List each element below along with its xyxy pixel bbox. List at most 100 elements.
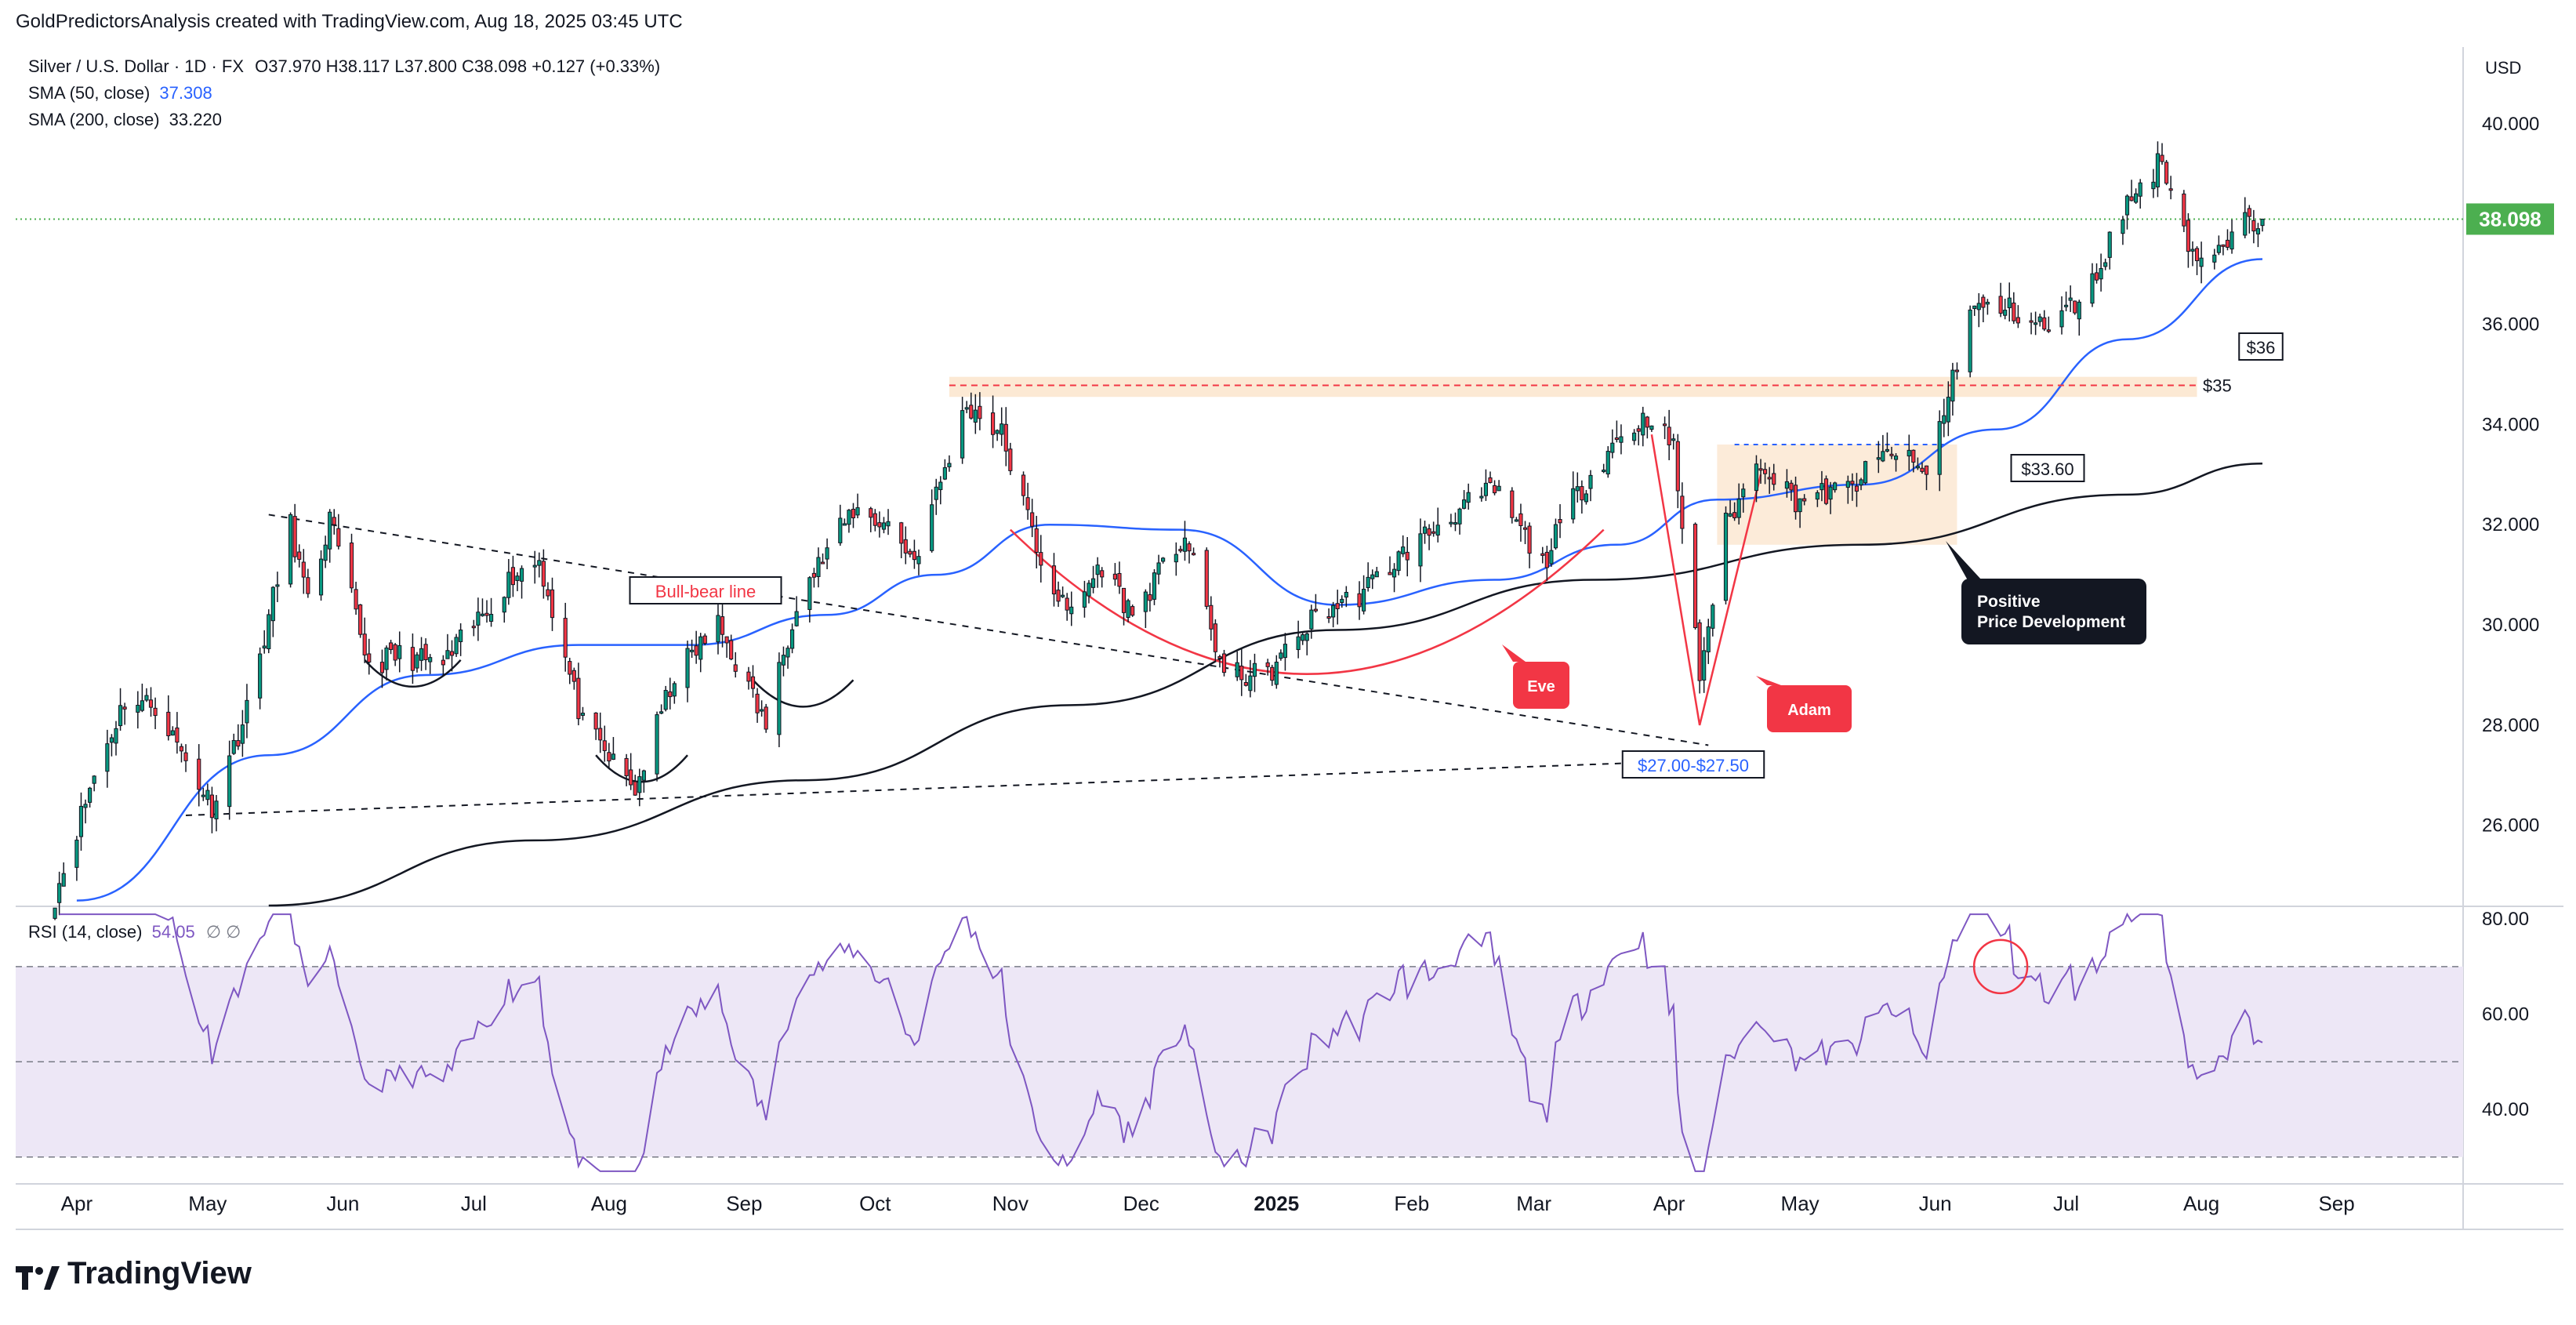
candle-body <box>1885 448 1889 452</box>
candle-body <box>1632 432 1637 441</box>
candle-body <box>685 648 690 688</box>
candle-body <box>1391 568 1397 578</box>
candle-body <box>724 636 729 644</box>
candle-body <box>61 873 66 887</box>
candle-body <box>484 612 489 616</box>
candle-body <box>1667 427 1671 445</box>
candle-body <box>785 648 790 658</box>
candle-body <box>1362 588 1366 612</box>
candle-body <box>689 649 695 652</box>
candle-body <box>419 648 424 661</box>
last-price-badge: 38.098 <box>2466 203 2554 235</box>
candle-body <box>166 711 171 736</box>
candle-body <box>2063 304 2069 307</box>
candle-body <box>1296 636 1301 651</box>
candle-body <box>1025 497 1030 510</box>
candle-body <box>1702 650 1707 681</box>
candle-body <box>1675 441 1680 492</box>
price-axis-label: 26.000 <box>2482 815 2539 837</box>
symbol-row[interactable]: Silver / U.S. Dollar · 1D · FX O37.970 H… <box>28 53 660 80</box>
candle-body <box>1693 524 1698 629</box>
time-axis-label: Aug <box>2183 1192 2219 1215</box>
sma50-row[interactable]: SMA (50, close) 37.308 <box>28 80 660 107</box>
candle-body <box>1854 485 1859 492</box>
candle-body <box>423 644 428 660</box>
candle-body <box>568 661 572 675</box>
candle-body <box>245 699 249 724</box>
candle-body <box>1239 666 1244 681</box>
candle-body <box>1418 533 1423 567</box>
time-axis-label: Apr <box>1653 1192 1685 1215</box>
candle-body <box>1584 493 1589 503</box>
candle-body <box>624 757 629 776</box>
candle-body <box>2225 239 2230 248</box>
candle-body <box>83 804 88 808</box>
candle-body <box>1671 438 1676 441</box>
candle-body <box>179 746 184 752</box>
candle-body <box>1069 606 1074 615</box>
candle-body <box>641 770 646 781</box>
candle-body <box>1588 474 1593 489</box>
candle-body <box>916 556 921 564</box>
rsi-axis-label: 80.00 <box>2482 909 2529 930</box>
time-axis-label: Mar <box>1516 1192 1551 1215</box>
candle-body <box>1301 634 1305 641</box>
candle-body <box>1182 537 1188 552</box>
candle-body <box>869 508 873 518</box>
candle-body <box>1488 477 1493 483</box>
candle-body <box>2068 297 2073 301</box>
candle-body <box>1051 565 1057 595</box>
candle-body <box>990 412 996 435</box>
time-axis-label: Nov <box>992 1192 1029 1215</box>
candle-body <box>794 611 799 626</box>
candle-body <box>580 713 586 716</box>
candle-body <box>930 504 934 551</box>
candle-body <box>694 645 698 656</box>
candle-body <box>1121 587 1127 613</box>
sma200-row[interactable]: SMA (200, close) 33.220 <box>28 107 660 133</box>
level-36-label-text: $36 <box>2247 338 2276 358</box>
candle-body <box>1056 590 1061 602</box>
support-range-label: $27.00-$27.50 <box>1621 750 1765 779</box>
tradingview-logo[interactable]: TradingView <box>16 1256 252 1291</box>
candle-body <box>1571 488 1576 520</box>
candle-body <box>1641 412 1645 436</box>
candle-body <box>1003 423 1008 452</box>
candle-body <box>267 614 271 649</box>
candle-body <box>454 637 459 655</box>
candle-body <box>2190 249 2195 252</box>
candle-body <box>1802 498 1807 502</box>
positive-callout-pointer <box>1946 541 1982 580</box>
candle-body <box>1924 465 1929 475</box>
candle-body <box>389 642 394 650</box>
candle-body <box>1758 468 1763 471</box>
candle-body <box>236 740 241 747</box>
candle-body <box>2121 219 2125 234</box>
eve-callout: Eve <box>1502 644 1569 709</box>
candle-body <box>942 466 947 480</box>
candle-body <box>1728 513 1732 517</box>
sma200-label: SMA (200, close) <box>28 110 160 129</box>
adam-v <box>1650 434 1762 726</box>
candle-body <box>1435 525 1440 536</box>
candle-body <box>903 539 908 554</box>
candle-body <box>1235 662 1239 677</box>
candle-body <box>1479 496 1484 499</box>
candle-body <box>1863 461 1868 484</box>
candle-body <box>1152 572 1157 600</box>
currency-label[interactable]: USD <box>2485 58 2522 78</box>
candle-body <box>2015 317 2020 324</box>
candles-group <box>53 141 2265 920</box>
candle-body <box>1723 512 1729 601</box>
candle-body <box>1174 554 1178 563</box>
candle-body <box>2046 329 2051 332</box>
candle-body <box>1030 512 1035 527</box>
candle-body <box>541 561 546 587</box>
candle-body <box>1265 662 1270 667</box>
candle-body <box>1331 604 1336 618</box>
candle-body <box>2077 301 2081 320</box>
candle-body <box>109 737 114 743</box>
candle-body <box>563 618 568 658</box>
rsi-legend[interactable]: RSI (14, close) 54.05 ∅ ∅ <box>28 922 241 942</box>
